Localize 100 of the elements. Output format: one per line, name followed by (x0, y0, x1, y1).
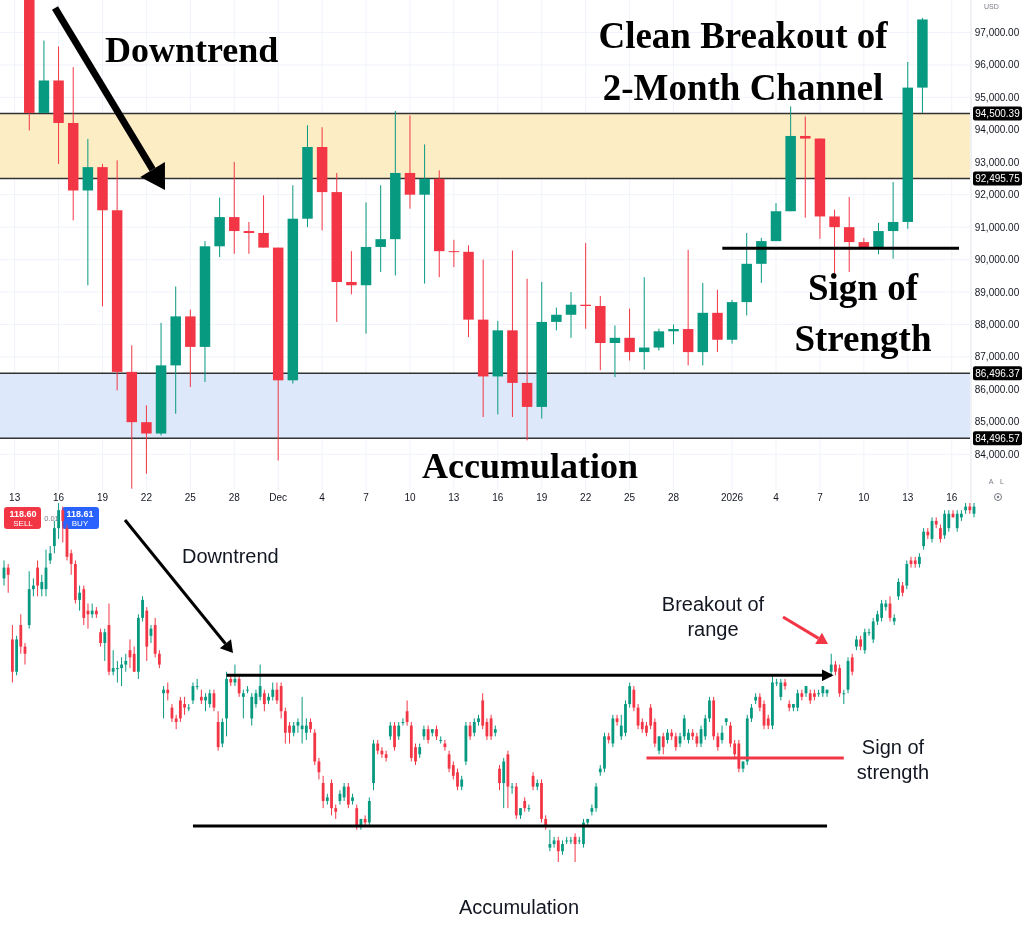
annotation: BUY (71, 519, 89, 528)
candlestick (283, 707, 287, 745)
candlestick (682, 249, 694, 366)
y-tick-label: 90,000.00 (974, 254, 1020, 266)
candlestick (653, 328, 665, 351)
candlestick (448, 239, 460, 268)
candlestick (843, 196, 855, 273)
x-tick-label: 10 (404, 492, 416, 503)
y-tick-label: 91,000.00 (974, 221, 1020, 233)
candlestick (498, 764, 501, 791)
x-tick-label: 4 (319, 492, 326, 503)
x-tick-label: 13 (9, 492, 21, 503)
candlestick (829, 209, 840, 275)
y-tick-label: 97,000.00 (974, 26, 1020, 38)
candlestick (955, 509, 959, 533)
candlestick (384, 750, 388, 762)
ref-line-label: 92,495.75 (975, 173, 1021, 185)
candlestick (115, 660, 119, 683)
candlestick (258, 194, 269, 249)
candlestick (943, 509, 947, 540)
ref-line-label: 94,500.39 (975, 108, 1021, 120)
x-tick-label: 4 (773, 492, 780, 503)
candlestick (628, 682, 632, 709)
y-tick-label: 89,000.00 (974, 286, 1020, 298)
y-tick-label: 85,000.00 (974, 416, 1020, 428)
candlestick (237, 674, 241, 698)
candlestick (569, 836, 573, 845)
candlestick (609, 324, 621, 378)
x-tick-label: 19 (96, 492, 109, 503)
candlestick (947, 509, 951, 533)
candlestick (556, 836, 560, 863)
ref-line-label: 84,496.57 (975, 432, 1021, 444)
candlestick (82, 138, 94, 286)
annotation: Downtrend (105, 30, 279, 70)
candlestick (111, 649, 115, 676)
y-tick-label: 86,000.00 (974, 383, 1020, 395)
candlestick (708, 696, 711, 723)
candlestick (103, 628, 107, 662)
x-tick-label: 16 (946, 492, 958, 503)
x-tick-label: Dec (269, 492, 288, 503)
candlestick (447, 750, 451, 773)
candlestick (375, 184, 386, 273)
x-tick-label: 7 (363, 492, 370, 503)
x-tick-label: 25 (624, 492, 636, 503)
text: Accumulation (458, 896, 580, 918)
candlestick (321, 775, 325, 809)
annotation: 118.60 (9, 509, 37, 519)
candlestick (887, 181, 899, 260)
candlestick (419, 143, 430, 285)
candlestick (590, 804, 594, 816)
x-tick-label: 13 (902, 492, 914, 503)
annotation: SELL (13, 519, 34, 528)
candlestick (220, 717, 224, 748)
candlestick (779, 678, 783, 701)
candlestick (668, 324, 679, 345)
candlestick (367, 796, 371, 827)
candlestick (800, 116, 811, 219)
x-tick-label: 22 (140, 492, 153, 503)
y-tick-label: 96,000.00 (974, 59, 1020, 71)
annotation: 118.61 (66, 509, 94, 519)
candlestick (229, 161, 240, 255)
candlestick (120, 656, 123, 687)
candlestick (582, 818, 585, 849)
candlestick (880, 599, 884, 622)
candlestick (162, 685, 165, 719)
candlestick (300, 696, 304, 745)
candlestick (132, 646, 136, 673)
annotation: Sign of strength (856, 736, 930, 783)
candlestick (243, 221, 255, 255)
candlestick (456, 768, 459, 791)
candlestick (871, 617, 875, 644)
candlestick (551, 307, 562, 331)
candlestick (502, 757, 506, 809)
candlestick (195, 678, 199, 691)
x-tick-label: 16 (492, 492, 504, 503)
candlestick (57, 502, 60, 540)
candlestick (141, 595, 144, 622)
x-tick-label: 28 (667, 492, 680, 503)
candlestick (304, 717, 308, 741)
candlestick (796, 689, 800, 712)
x-tick-label: 28 (228, 492, 241, 503)
x-tick-label: 10 (858, 492, 870, 503)
y-tick-label: 87,000.00 (974, 351, 1020, 363)
candlestick (897, 577, 900, 601)
annotation: Clean Breakout of 2-Month Channel (598, 15, 889, 108)
candlestick (6, 563, 10, 594)
x-tick-label: 13 (448, 492, 460, 503)
candlestick (258, 664, 262, 701)
candlestick (262, 689, 266, 712)
candlestick (439, 735, 443, 745)
candlestick (355, 804, 359, 831)
y-tick-label: 94,000.00 (974, 124, 1020, 136)
candlestick (873, 222, 884, 255)
annotation: Sign of Strength (794, 267, 932, 359)
candlestick (863, 628, 867, 655)
candlestick (61, 506, 65, 543)
candlestick (346, 782, 350, 809)
candlestick (729, 721, 732, 748)
candlestick (78, 585, 81, 612)
y-tick-label: 95,000.00 (974, 91, 1020, 103)
